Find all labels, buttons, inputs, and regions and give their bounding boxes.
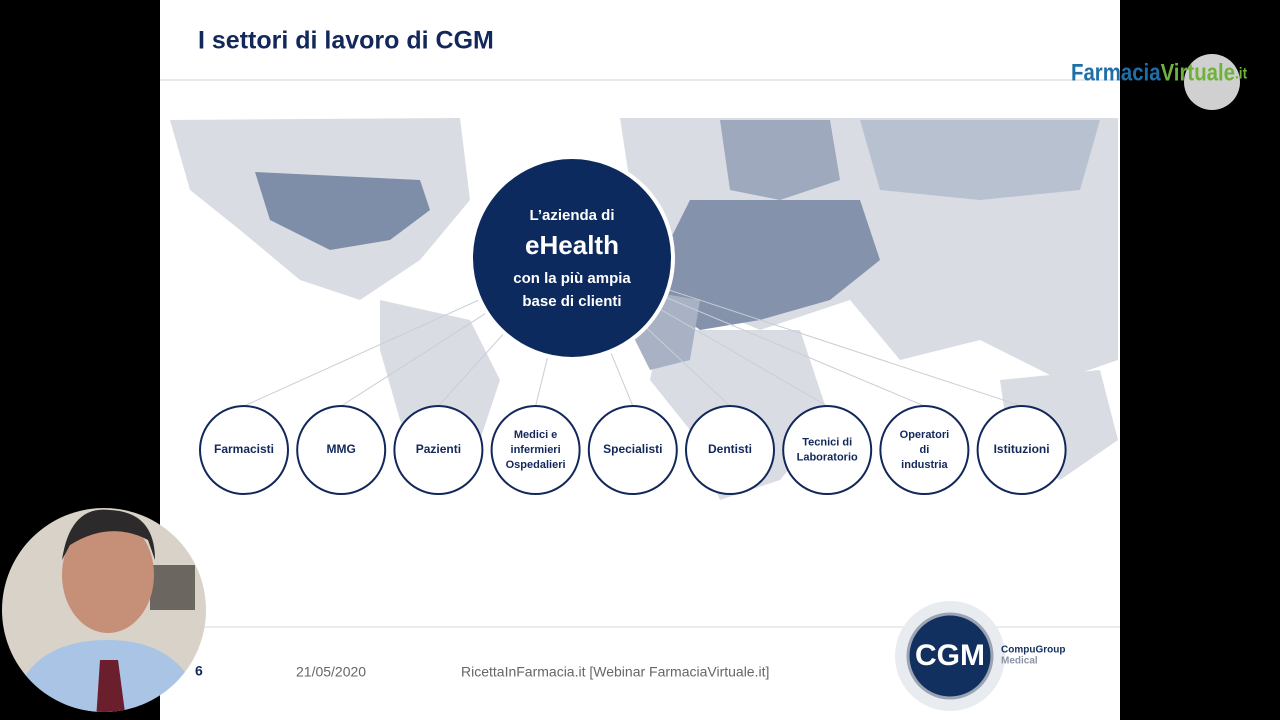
sector-label: Tecnici di [802,436,852,448]
sector-label: Specialisti [603,442,662,456]
center-line: base di clienti [522,293,621,310]
sector-label: infermieri [511,444,561,456]
sector-circle [296,405,387,495]
sector-circle [199,405,289,495]
brand-part: .it [1235,65,1247,82]
sector-label: industria [901,459,948,471]
sector-circle [490,405,581,495]
slide-title: I settori di lavoro di CGM [198,27,494,55]
sector-circle [685,405,775,495]
sector-label: Dentisti [708,442,752,456]
sector-label: Istituzioni [994,442,1050,456]
sector-label: Medici e [514,429,557,441]
sectors: Farmacisti MMG Pazienti Medici e infermieri O… [199,405,1067,495]
brand-part: Virtuale [1161,59,1235,86]
sector-label: Laboratorio [797,451,858,463]
logo-name: Medical [1001,656,1038,667]
sector-label: Pazienti [416,442,461,456]
cgm-logo: CGM CompuGroup Medical [895,601,1065,711]
center-line: eHealth [525,230,619,260]
sector-circle [782,405,873,495]
logo-mark: CGM [915,639,985,672]
footer-source: RicettaInFarmacia.it [Webinar FarmaciaVi… [461,664,769,680]
footer-date: 21/05/2020 [296,664,366,680]
sector-label: Ospedalieri [506,459,566,471]
center-text: L’azienda di eHealth con la più ampia base … [513,207,631,310]
sector-label: MMG [327,442,356,456]
webcam [2,508,206,712]
center-line: con la più ampia [513,270,631,287]
center-line: L’azienda di [529,207,614,224]
sector-label: Operatori [900,429,950,441]
sector-label: Farmacisti [214,442,274,456]
brand-text: FarmaciaVirtuale.it [1071,59,1247,86]
sector-circle [879,405,970,495]
sector-circle [393,405,484,495]
brand-overlay: FarmaciaVirtuale.it [1071,54,1247,110]
sector-label: di [920,444,930,456]
logo-name: CompuGroup [1001,645,1065,656]
sector-circle [587,405,678,495]
sector-circle [976,405,1067,495]
page-number: 6 [195,663,203,679]
center-circle [469,155,675,361]
brand-part: Farmacia [1071,59,1161,86]
